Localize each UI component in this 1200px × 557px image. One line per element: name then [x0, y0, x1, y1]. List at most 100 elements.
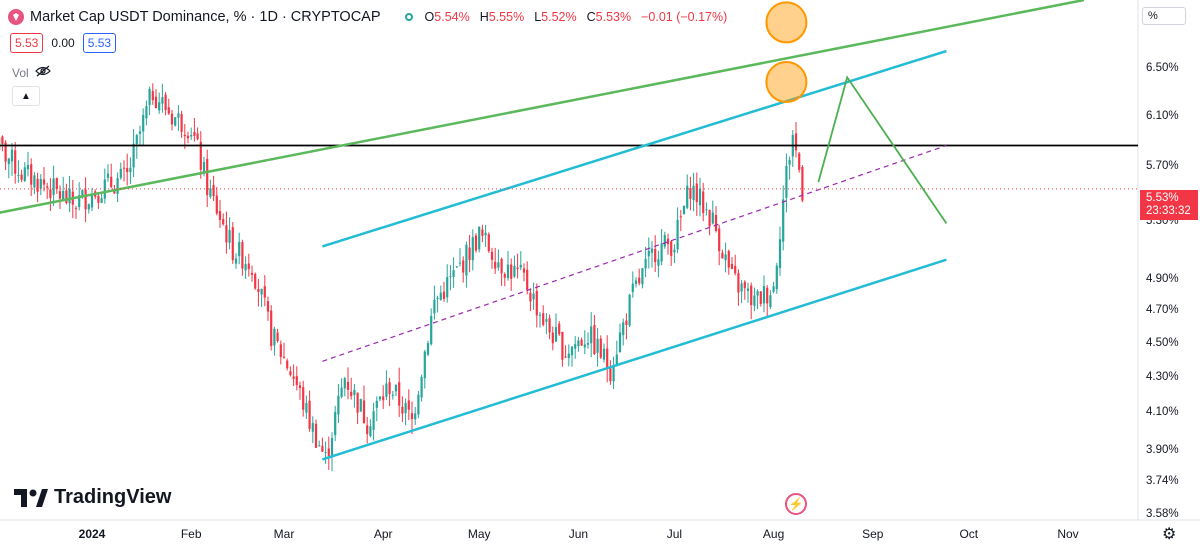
- x-tick-label: 2024: [78, 527, 106, 541]
- candle-body: [30, 164, 33, 185]
- highlight-circle: [765, 1, 808, 44]
- candle-body: [433, 299, 436, 314]
- candle-body: [161, 97, 164, 104]
- candle-body: [657, 259, 660, 266]
- candle-body: [263, 286, 266, 298]
- candle-body: [14, 150, 17, 174]
- candle-body: [439, 292, 442, 300]
- candle-body: [273, 328, 276, 346]
- candle-body: [682, 205, 686, 215]
- market-status-icon: [404, 13, 413, 21]
- open-value: 5.54%: [434, 10, 470, 24]
- candle-body: [190, 134, 193, 137]
- candle-body: [548, 318, 551, 333]
- candle-body: [574, 344, 577, 349]
- candle-body: [279, 344, 282, 357]
- candle-body: [42, 179, 46, 185]
- candle-body: [193, 132, 196, 136]
- candle-body: [324, 451, 327, 453]
- last-price-value: 5.53%: [1146, 192, 1179, 204]
- lightning-icon[interactable]: ⚡: [785, 493, 807, 515]
- candle-body: [110, 176, 113, 188]
- axis-unit-selector[interactable]: %: [1142, 7, 1186, 25]
- candle-body: [167, 107, 170, 114]
- candle-body: [183, 134, 186, 137]
- sell-price-box[interactable]: 5.53: [10, 33, 44, 53]
- candle-body: [170, 113, 174, 125]
- candle-body: [618, 332, 622, 353]
- candle-body: [711, 212, 714, 224]
- candle-body: [775, 265, 778, 290]
- eye-hidden-icon[interactable]: [34, 65, 51, 80]
- chevron-up-icon: ▲: [21, 90, 31, 102]
- candle-body: [788, 159, 791, 165]
- symbol-title[interactable]: Market Cap USDT Dominance, % · 1D · CRYP…: [30, 9, 381, 25]
- candle-body: [583, 344, 586, 348]
- candle-body: [257, 288, 260, 292]
- candle-body: [132, 143, 135, 168]
- candle-body: [743, 281, 746, 289]
- volume-legend: Vol: [12, 65, 51, 80]
- candle-body: [340, 387, 343, 397]
- candle-body: [113, 189, 116, 194]
- candle-body: [410, 413, 414, 420]
- candle-body: [670, 241, 673, 256]
- x-tick-label: Apr: [373, 527, 393, 541]
- collapse-legend-button[interactable]: ▲: [12, 86, 40, 106]
- candle-body: [55, 177, 58, 190]
- channel-midline: [322, 144, 947, 362]
- close-value: 5.53%: [595, 10, 632, 24]
- candle-body: [708, 209, 711, 227]
- y-tick-label: 3.74%: [1146, 475, 1179, 488]
- change-value: −0.01 (−0.17%): [641, 10, 728, 24]
- candle-body: [596, 338, 599, 353]
- candle-body: [81, 189, 84, 198]
- candle-body: [506, 264, 510, 279]
- candle-body: [302, 387, 305, 410]
- candle-body: [228, 230, 231, 243]
- candle-body: [612, 366, 615, 382]
- candle-body: [465, 244, 468, 276]
- candle-body: [510, 264, 513, 279]
- candle-body: [314, 423, 318, 448]
- x-tick-label: Jul: [666, 527, 683, 541]
- candle-body: [452, 270, 455, 277]
- candle-body: [151, 91, 154, 101]
- candle-body: [298, 385, 302, 389]
- candle-body: [343, 378, 346, 389]
- candle-body: [679, 216, 682, 218]
- candle-body: [599, 338, 602, 358]
- candle-body: [698, 188, 702, 206]
- candle-body: [542, 313, 545, 325]
- candle-body: [644, 258, 647, 269]
- high-value: 5.55%: [488, 10, 525, 24]
- candle-body: [558, 323, 561, 335]
- candle-body: [714, 214, 718, 231]
- candle-body: [250, 272, 254, 275]
- candle-body: [276, 332, 279, 341]
- candle-body: [615, 354, 618, 366]
- candle-body: [730, 263, 734, 269]
- highlight-circle: [765, 60, 808, 103]
- candle-body: [100, 198, 103, 203]
- candle-body: [318, 445, 321, 447]
- x-tick-label: Oct: [959, 527, 979, 541]
- candle-body: [23, 167, 26, 181]
- candle-body: [535, 290, 538, 316]
- candle-body: [87, 204, 90, 210]
- candle-body: [458, 262, 462, 264]
- candle-body: [430, 315, 433, 345]
- gear-icon[interactable]: ⚙: [1162, 526, 1177, 543]
- candle-body: [561, 331, 564, 360]
- candle-body: [321, 445, 324, 452]
- candle-body: [58, 191, 62, 199]
- candle-body: [68, 188, 71, 204]
- candle-body: [686, 185, 689, 208]
- candle-body: [695, 183, 698, 203]
- chart-header: Market Cap USDT Dominance, % · 1D · CRYP…: [8, 6, 731, 28]
- candle-body: [593, 325, 596, 355]
- buy-price-box[interactable]: 5.53: [82, 33, 117, 53]
- candle-body: [526, 269, 529, 290]
- candle-body: [426, 343, 430, 355]
